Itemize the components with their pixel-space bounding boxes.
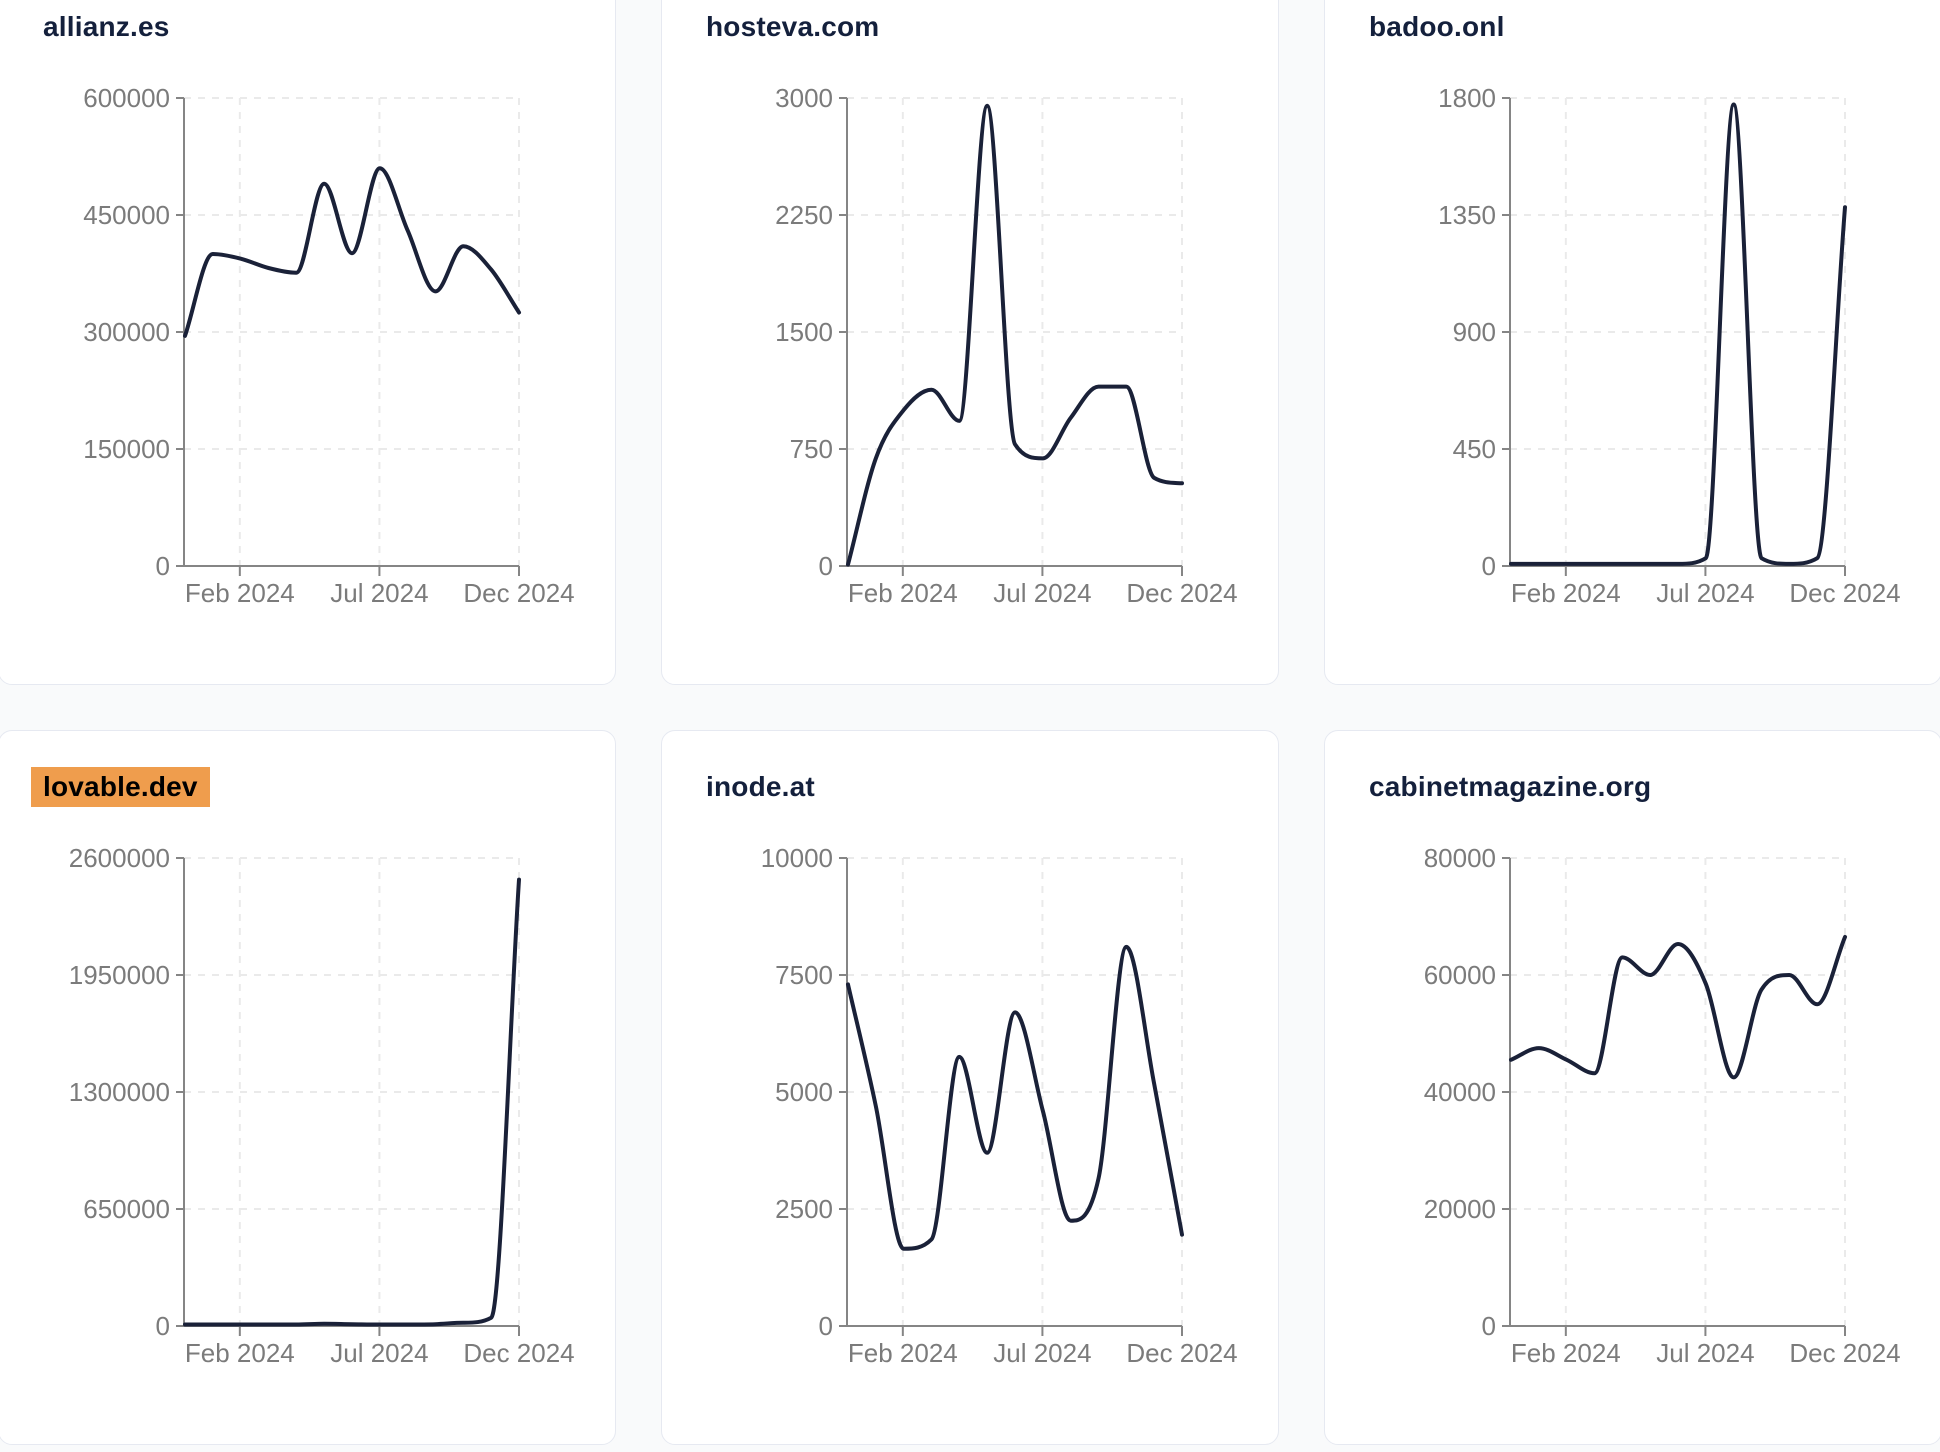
line-chart: 0 650000 1300000 1950000 2600000 Feb 2024 Jul …	[69, 843, 575, 1368]
y-tick-label: 1300000	[69, 1077, 170, 1107]
y-tick-label: 150000	[83, 434, 170, 464]
x-tick-label: Jul 2024	[1656, 1338, 1754, 1368]
x-tick-label: Dec 2024	[1126, 578, 1237, 608]
y-tick-label: 0	[1482, 551, 1496, 581]
y-tick-label: 450000	[83, 200, 170, 230]
y-tick-label: 450	[1453, 434, 1496, 464]
x-tick-label: Dec 2024	[1789, 1338, 1900, 1368]
x-tick-label: Dec 2024	[1126, 1338, 1237, 1368]
x-tick-label: Jul 2024	[1656, 578, 1754, 608]
series-line	[846, 944, 1184, 1251]
y-tick-label: 600000	[83, 83, 170, 113]
y-tick-label: 1350	[1438, 200, 1496, 230]
x-tick-label: Feb 2024	[185, 1338, 295, 1368]
x-tick-label: Feb 2024	[848, 1338, 958, 1368]
y-tick-label: 7500	[775, 960, 833, 990]
x-tick-label: Jul 2024	[330, 578, 428, 608]
domain-title: hosteva.com	[706, 11, 880, 42]
x-tick-label: Jul 2024	[993, 1338, 1091, 1368]
domain-title: lovable.dev	[31, 767, 210, 807]
series-line	[846, 103, 1184, 567]
y-tick-label: 20000	[1424, 1194, 1496, 1224]
series-line	[183, 166, 521, 338]
chart-card: badoo.onl 0 450 900 1350 1800 Feb 2024 Jul 202…	[1324, 0, 1940, 685]
line-chart: 0 20000 40000 60000 80000 Feb 2024 Jul 2024 Dec…	[1424, 843, 1901, 1368]
x-tick-label: Feb 2024	[185, 578, 295, 608]
y-tick-label: 0	[156, 551, 170, 581]
y-tick-label: 40000	[1424, 1077, 1496, 1107]
chart-card: cabinetmagazine.org 0 20000 40000 60000 8000…	[1324, 730, 1940, 1445]
y-tick-label: 5000	[775, 1077, 833, 1107]
y-tick-label: 1500	[775, 317, 833, 347]
line-chart: 0 2500 5000 7500 10000 Feb 2024 Jul 2024 Dec 20…	[761, 843, 1238, 1368]
y-tick-label: 2250	[775, 200, 833, 230]
chart-card: allianz.es 0 150000 300000 450000 600000 Feb …	[0, 0, 616, 685]
y-tick-label: 2600000	[69, 843, 170, 873]
y-tick-label: 10000	[761, 843, 833, 873]
y-tick-label: 1950000	[69, 960, 170, 990]
y-tick-label: 0	[156, 1311, 170, 1341]
y-tick-label: 3000	[775, 83, 833, 113]
y-tick-label: 80000	[1424, 843, 1496, 873]
domain-title: badoo.onl	[1369, 11, 1505, 42]
y-tick-label: 300000	[83, 317, 170, 347]
series-line	[1509, 935, 1847, 1080]
x-tick-label: Feb 2024	[1511, 578, 1621, 608]
domain-title: allianz.es	[43, 11, 170, 42]
chart-card: inode.at 0 2500 5000 7500 10000 Feb 2024 Jul 2…	[661, 730, 1279, 1445]
y-tick-label: 2500	[775, 1194, 833, 1224]
y-tick-label: 1800	[1438, 83, 1496, 113]
chart-card: lovable.dev 0 650000 1300000 1950000 2600000…	[0, 730, 616, 1445]
y-tick-label: 0	[1482, 1311, 1496, 1341]
y-tick-label: 650000	[83, 1194, 170, 1224]
chart-card: hosteva.com 0 750 1500 2250 3000 Feb 2024 Jul …	[661, 0, 1279, 685]
x-tick-label: Jul 2024	[330, 1338, 428, 1368]
x-tick-label: Feb 2024	[848, 578, 958, 608]
line-chart: 0 450 900 1350 1800 Feb 2024 Jul 2024 Dec 2024	[1438, 83, 1901, 608]
domain-title: inode.at	[706, 771, 815, 802]
line-chart: 0 150000 300000 450000 600000 Feb 2024 Jul 202…	[83, 83, 574, 608]
x-tick-label: Dec 2024	[1789, 578, 1900, 608]
series-line	[1509, 102, 1847, 566]
line-chart: 0 750 1500 2250 3000 Feb 2024 Jul 2024 Dec 2024	[775, 83, 1238, 608]
x-tick-label: Dec 2024	[463, 1338, 574, 1368]
x-tick-label: Dec 2024	[463, 578, 574, 608]
y-tick-label: 0	[819, 1311, 833, 1341]
x-tick-label: Feb 2024	[1511, 1338, 1621, 1368]
y-tick-label: 900	[1453, 317, 1496, 347]
y-tick-label: 0	[819, 551, 833, 581]
domain-title: cabinetmagazine.org	[1369, 771, 1652, 802]
y-tick-label: 750	[790, 434, 833, 464]
x-tick-label: Jul 2024	[993, 578, 1091, 608]
y-tick-label: 60000	[1424, 960, 1496, 990]
series-line	[183, 877, 521, 1327]
